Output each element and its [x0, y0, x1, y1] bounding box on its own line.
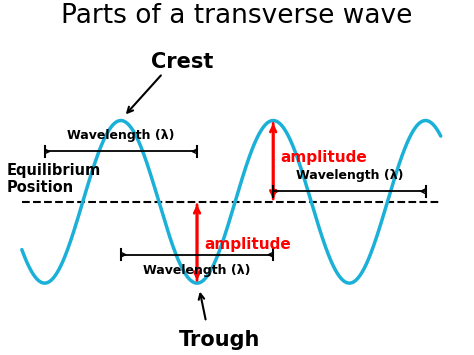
Text: Crest: Crest [151, 52, 213, 72]
Text: Trough: Trough [179, 330, 261, 350]
Text: Wavelength (λ): Wavelength (λ) [143, 264, 251, 277]
Text: amplitude: amplitude [205, 236, 292, 252]
Text: Wavelength (λ): Wavelength (λ) [296, 169, 403, 182]
Title: Parts of a transverse wave: Parts of a transverse wave [61, 3, 413, 29]
Text: amplitude: amplitude [281, 149, 367, 165]
Text: Equilibrium
Position: Equilibrium Position [7, 163, 101, 195]
Text: Wavelength (λ): Wavelength (λ) [67, 130, 174, 142]
